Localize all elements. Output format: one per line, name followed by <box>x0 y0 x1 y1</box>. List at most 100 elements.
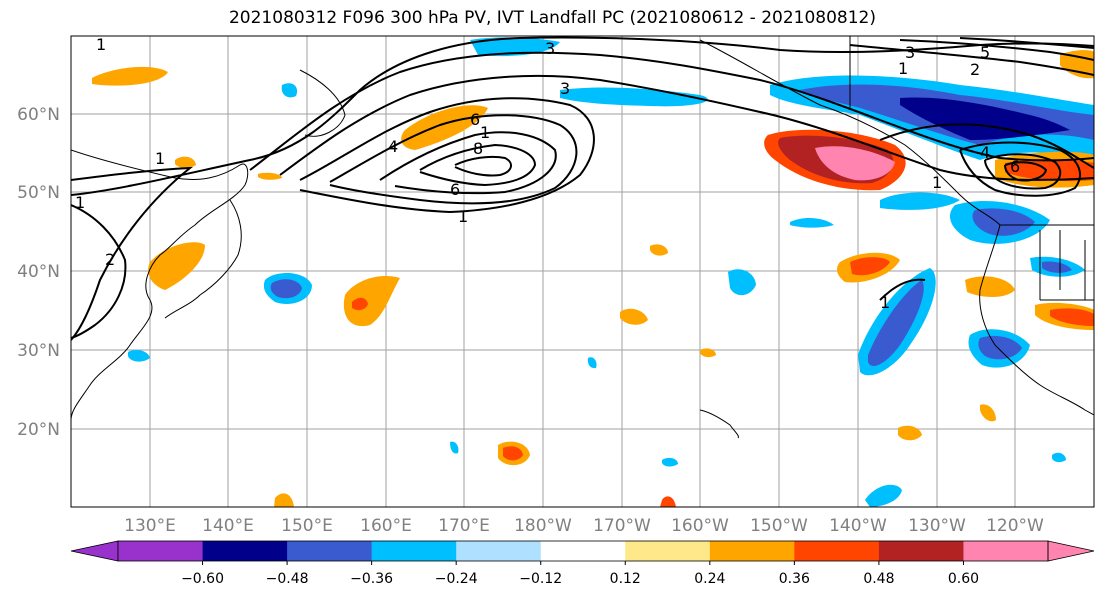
colorbar-tick-label: 0.48 <box>863 571 894 587</box>
positive-anomaly-central-west-core <box>352 297 368 311</box>
positive-anomaly-japan <box>148 242 205 290</box>
contour-label: 1 <box>96 35 106 54</box>
lon-label: 130°E <box>124 516 176 536</box>
positive-anomaly-south-4 <box>274 493 294 507</box>
contour-label: 3 <box>560 79 570 98</box>
negative-anomaly-west-pacific-core <box>270 279 302 299</box>
positive-anomaly-south-1-core <box>503 446 523 461</box>
colorbar <box>70 540 1095 562</box>
negative-anomaly-south-3 <box>865 484 902 507</box>
contour-label: 1 <box>898 59 908 78</box>
negative-anomaly-rockies-core <box>1042 261 1072 273</box>
positive-anomaly-ca-coast <box>965 276 1015 297</box>
colorbar-segment <box>709 541 795 561</box>
pv-anomaly-shading <box>92 37 1094 507</box>
pv-contour-east-1 <box>879 123 1094 169</box>
positive-anomaly-small-2 <box>175 156 196 168</box>
pv-contour-6 <box>379 131 557 195</box>
coast-japan <box>164 199 242 319</box>
positive-anomaly-south-2 <box>898 425 922 441</box>
positive-anomaly-central-west <box>343 275 400 327</box>
colorbar-tick-label: 0.60 <box>948 571 979 587</box>
colorbar-tick-label: −0.36 <box>350 571 393 587</box>
colorbar-tick-label: 0.36 <box>779 571 810 587</box>
contour-label: 4 <box>388 137 398 156</box>
contour-label: 3 <box>905 43 915 62</box>
colorbar-tick-labels: −0.60 −0.48 −0.36 −0.24 −0.12 0.12 0.24 0.36 0.4… <box>181 561 979 587</box>
pv-contour-east-2 <box>959 141 1081 197</box>
colorbar-segment <box>287 541 373 561</box>
pv-contour-trough <box>879 278 926 301</box>
pv-contour-8 <box>454 155 512 177</box>
positive-anomaly-alaska-corner <box>1060 50 1094 79</box>
negative-anomaly-baja-core <box>978 335 1022 360</box>
negative-anomaly-small-7 <box>790 218 834 228</box>
negative-anomaly-trough-sw-core <box>868 280 924 366</box>
coast-alaska <box>699 39 1001 226</box>
pv-contours <box>71 36 1094 341</box>
positive-anomaly-okhotsk <box>92 66 168 86</box>
contour-labels: 1 3 3 1 4 6 8 1 6 1 3 5 1 2 4 6 1 1 1 2 <box>75 35 1020 312</box>
negative-anomaly-bering <box>470 37 560 57</box>
negative-anomaly-small-9 <box>1052 452 1066 463</box>
coast-hawaii <box>699 409 739 439</box>
lon-label: 160°E <box>360 516 412 536</box>
pv-contour-5 <box>329 114 578 205</box>
contour-label: 2 <box>970 60 980 79</box>
lon-label: 150°W <box>750 516 808 536</box>
colorbar-segment <box>625 541 711 561</box>
positive-anomaly-ne-pacific-core <box>815 146 895 181</box>
negative-anomaly-kamchatka <box>281 83 298 98</box>
colorbar-segment <box>540 541 626 561</box>
pv-contour-3 <box>279 74 1094 181</box>
colorbar-segment <box>202 541 288 561</box>
longitude-labels: 130°E 140°E 150°E 160°E 170°E 180°W 170°… <box>124 516 1044 536</box>
positive-anomaly-small-8 <box>980 404 996 422</box>
map-title: 2021080312 F096 300 hPa PV, IVT Landfall… <box>228 8 876 28</box>
colorbar-tick-label: −0.48 <box>266 571 309 587</box>
pv-contour-1 <box>71 36 1094 196</box>
positive-anomaly-mid-1 <box>620 308 648 325</box>
lat-label: 40°N <box>17 262 60 282</box>
contour-label: 3 <box>545 39 555 58</box>
positive-anomaly-aleutian <box>401 105 488 150</box>
contour-label: 1 <box>75 193 85 212</box>
colorbar-tick-label: −0.60 <box>181 571 224 587</box>
colorbar-segment <box>371 541 457 561</box>
contour-label: 2 <box>105 250 115 269</box>
pv-contour-low-w <box>71 166 194 341</box>
contour-label: 6 <box>470 110 480 129</box>
lon-label: 130°W <box>908 516 966 536</box>
lat-label: 20°N <box>17 420 60 440</box>
colorbar-tick-label: −0.24 <box>435 571 478 587</box>
lon-label: 140°E <box>202 516 254 536</box>
contour-label: 1 <box>155 149 165 168</box>
colorbar-extend-high <box>1047 540 1095 562</box>
coast-kamchatka <box>299 69 346 137</box>
negative-anomaly-mid-3 <box>728 269 756 296</box>
contour-label: 4 <box>980 143 990 162</box>
contour-label: 8 <box>473 139 483 158</box>
pv-contour-4 <box>299 97 595 214</box>
colorbar-segment <box>456 541 542 561</box>
lat-label: 50°N <box>17 183 60 203</box>
colorbar-extend-low <box>70 540 119 562</box>
lon-label: 180°W <box>514 516 572 536</box>
pv-contour-ne-2 <box>899 39 1094 61</box>
positive-anomaly-subtropical-ridge-core <box>850 257 890 276</box>
lon-label: 140°W <box>829 516 887 536</box>
positive-anomaly-bc-core <box>1005 159 1094 182</box>
lon-label: 160°W <box>671 516 729 536</box>
positive-anomaly-mid-2 <box>650 244 668 256</box>
contour-label: 1 <box>458 207 468 226</box>
coastlines <box>71 36 1094 439</box>
pv-contour-7 <box>419 143 537 187</box>
colorbar-tick-label: 0.24 <box>694 571 725 587</box>
pv-contour-east-4 <box>1004 161 1048 182</box>
contour-label: 1 <box>932 173 942 192</box>
latitude-labels: 60°N 50°N 40°N 30°N 20°N <box>17 105 60 440</box>
lat-label: 60°N <box>17 105 60 125</box>
negative-anomaly-small-5 <box>662 457 678 467</box>
pv-contour-east-3 <box>984 153 1062 190</box>
